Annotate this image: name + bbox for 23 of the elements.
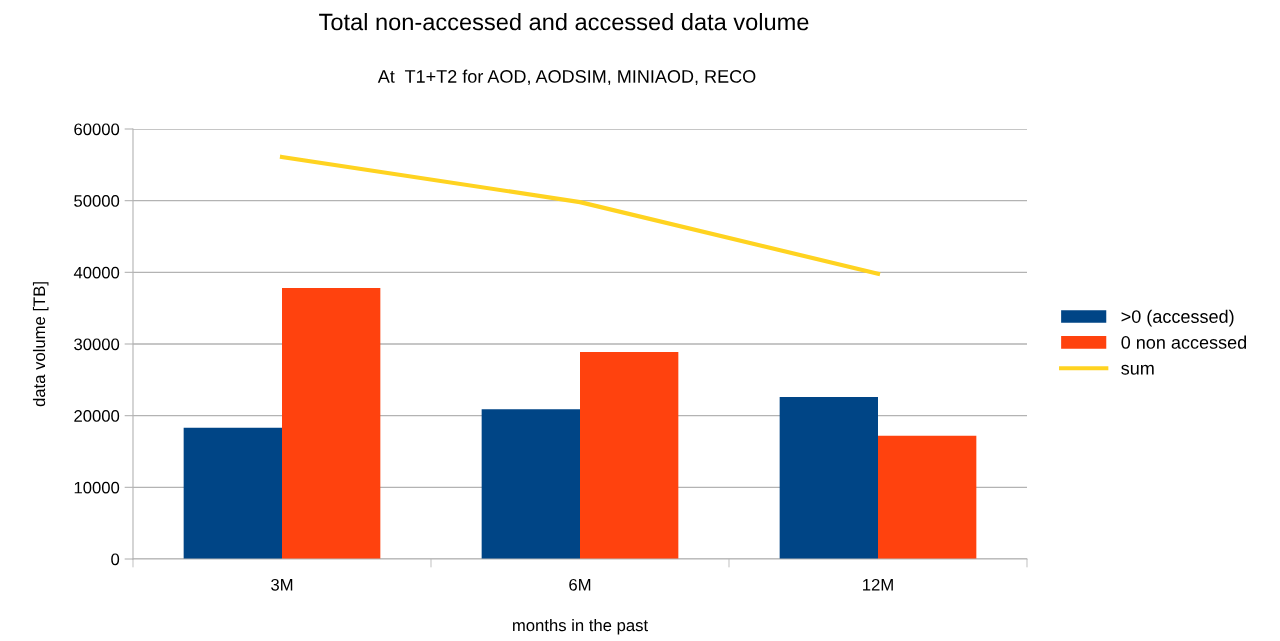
bar — [183, 427, 282, 559]
y-tick-label: 0 — [111, 553, 120, 566]
bar — [580, 351, 679, 559]
legend-label: >0 (accessed) — [1121, 309, 1234, 327]
y-tick-label: 60000 — [74, 123, 120, 136]
y-axis-title: data volume [TB] — [32, 282, 49, 407]
x-tick-label: 12M — [863, 578, 893, 591]
y-tick-label: 30000 — [74, 338, 120, 351]
y-tick-label: 40000 — [73, 266, 120, 279]
y-tick-label: 10000 — [74, 481, 120, 494]
x-axis-title: months in the past — [513, 618, 648, 635]
x-tick-label: 6M — [569, 578, 591, 591]
chart-subtitle: At T1+T2 for AOD, AODSIM, MINIAOD, RECO — [377, 69, 756, 85]
y-tick-label: 20000 — [74, 410, 120, 422]
x-tick-label: 3M — [271, 578, 293, 591]
legend-label: 0 non accessed — [1121, 335, 1247, 349]
bar — [481, 409, 580, 559]
bar — [878, 435, 977, 559]
y-tick-label: 50000 — [74, 195, 120, 207]
bar — [282, 288, 381, 559]
bar — [779, 397, 878, 559]
legend-label: sum — [1121, 364, 1154, 375]
chart-title: Total non-accessed and accessed data volume — [319, 13, 809, 31]
